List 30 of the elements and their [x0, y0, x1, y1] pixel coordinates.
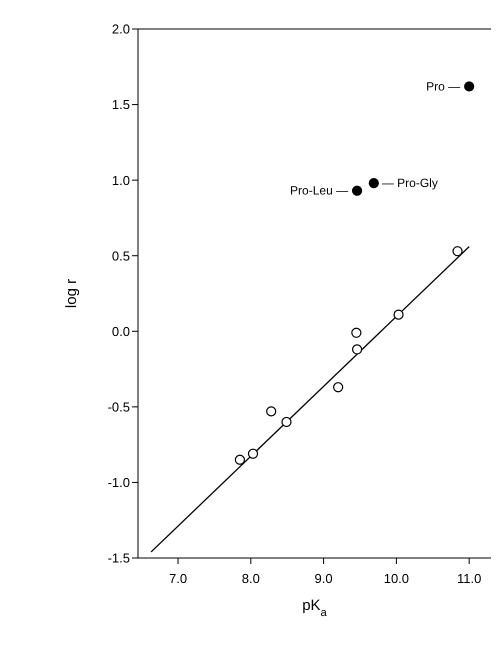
- y-tick-label: 2.0: [112, 22, 130, 37]
- x-tick-label: 10.0: [384, 571, 410, 586]
- point: [281, 416, 292, 428]
- y-tick-label: 0.0: [112, 324, 130, 339]
- annotation: Pro-Leu —: [290, 184, 348, 198]
- point: [452, 246, 463, 256]
- annotation: — Pro-Gly: [382, 176, 438, 190]
- y-tick-label: 0.5: [112, 248, 130, 264]
- point: [333, 382, 344, 392]
- y-tick-label: -1.5: [108, 550, 130, 566]
- x-tick-label: 11.0: [456, 571, 482, 586]
- x-tick-label: 9.0: [314, 571, 333, 586]
- point: [234, 454, 246, 465]
- point: [368, 178, 379, 188]
- point: [352, 186, 362, 196]
- x-tick-label: 7.0: [168, 571, 188, 586]
- point: [393, 310, 404, 320]
- point: [351, 328, 362, 338]
- point: [464, 81, 474, 92]
- y-axis-title: log r: [63, 278, 80, 308]
- y-tick-label: 1.0: [112, 172, 130, 188]
- point: [352, 344, 362, 355]
- x-tick-label: 8.0: [242, 571, 260, 586]
- point: [266, 406, 276, 416]
- x-axis-title: pK$_{a}$: [302, 597, 328, 619]
- y-tick-label: 1.5: [112, 97, 130, 112]
- point: [248, 448, 258, 459]
- y-tick-label: -1.0: [108, 475, 130, 490]
- y-tick-label: -0.5: [108, 399, 130, 414]
- annotation: Pro —: [426, 79, 460, 94]
